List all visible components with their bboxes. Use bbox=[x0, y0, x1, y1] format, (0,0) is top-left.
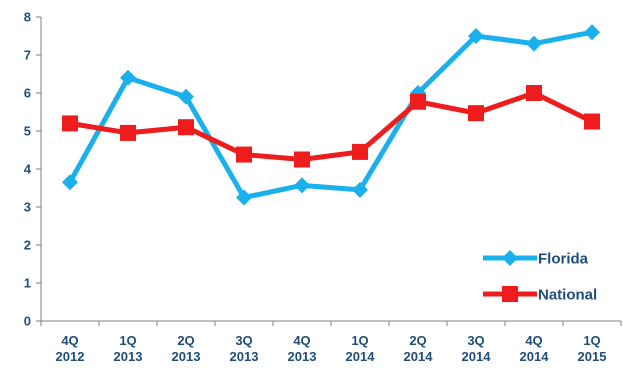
data-point-national bbox=[294, 151, 310, 168]
data-point-national bbox=[178, 119, 194, 136]
y-tick-label: 0 bbox=[24, 314, 31, 329]
x-tick-label: 3Q 2014 bbox=[462, 333, 492, 364]
legend-label-florida: Florida bbox=[538, 251, 589, 268]
legend-marker-national bbox=[502, 286, 518, 302]
series-layer bbox=[62, 24, 600, 206]
x-tick-label: 3Q 2013 bbox=[230, 333, 259, 364]
y-tick-label: 8 bbox=[24, 10, 31, 25]
data-point-national bbox=[352, 143, 368, 160]
series-line-florida bbox=[67, 29, 593, 200]
series-line-national bbox=[69, 90, 594, 162]
data-point-florida bbox=[584, 24, 600, 41]
chart-axes bbox=[40, 17, 621, 322]
y-tick-label: 2 bbox=[24, 238, 31, 253]
legend-entry-national: National bbox=[483, 286, 597, 304]
x-tick-label: 2Q 2013 bbox=[172, 333, 201, 364]
y-tick-label: 7 bbox=[24, 48, 31, 63]
data-point-national bbox=[410, 93, 426, 110]
data-point-national bbox=[526, 85, 542, 101]
series-national bbox=[62, 85, 600, 168]
x-tick-label: 1Q 2014 bbox=[346, 333, 376, 364]
y-tick-label: 4 bbox=[24, 162, 32, 177]
data-point-national bbox=[62, 115, 78, 132]
y-tick-label: 5 bbox=[24, 124, 31, 139]
legend-marker-florida bbox=[502, 250, 518, 266]
data-point-florida bbox=[236, 189, 252, 206]
y-tick-label: 3 bbox=[24, 200, 31, 215]
data-point-florida bbox=[120, 69, 136, 86]
data-point-florida bbox=[526, 35, 542, 52]
legend-label-national: National bbox=[538, 287, 597, 304]
data-point-national bbox=[236, 146, 252, 163]
data-point-national bbox=[120, 124, 136, 141]
data-point-florida bbox=[178, 88, 194, 105]
data-point-florida bbox=[352, 181, 368, 198]
y-tick-label: 1 bbox=[24, 276, 31, 291]
x-axis-ticks: 4Q 2012 1Q 2013 2Q 2013 3Q 2013 4Q 2013 1Q 2014 2Q 20… bbox=[40, 321, 622, 364]
data-point-florida bbox=[62, 174, 78, 191]
data-point-national bbox=[468, 105, 484, 122]
x-tick-label: 4Q 2012 bbox=[56, 333, 85, 364]
x-tick-label: 1Q 2013 bbox=[114, 333, 143, 364]
y-tick-label: 6 bbox=[24, 86, 31, 101]
y-axis-ticks: 0 1 2 3 4 5 6 7 8 bbox=[24, 10, 41, 329]
x-tick-label: 4Q 2014 bbox=[520, 333, 550, 364]
legend-entry-florida: Florida bbox=[483, 250, 589, 268]
legend: Florida National bbox=[483, 250, 597, 304]
series-florida bbox=[62, 24, 600, 206]
x-tick-label: 1Q 2015 bbox=[578, 333, 607, 364]
data-point-florida bbox=[468, 28, 484, 44]
x-tick-label: 2Q 2014 bbox=[404, 333, 434, 364]
x-tick-label: 4Q 2013 bbox=[288, 333, 317, 364]
data-point-florida bbox=[294, 177, 310, 194]
data-point-national bbox=[584, 113, 600, 130]
